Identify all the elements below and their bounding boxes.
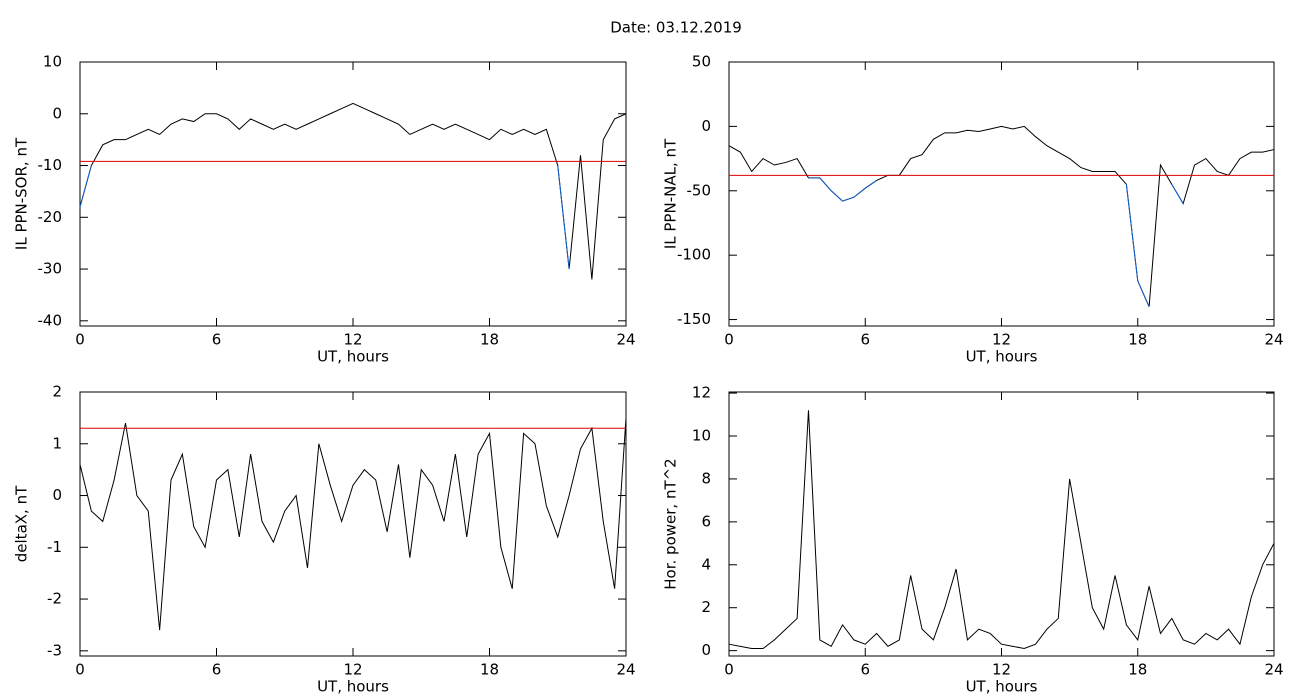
y-tick-label: 6 xyxy=(701,512,711,530)
data-line xyxy=(728,125,1275,307)
y-tick-label: 0 xyxy=(701,117,711,135)
x-tick-label: 18 xyxy=(480,661,499,679)
y-tick-label: 2 xyxy=(52,383,62,401)
x-tick-label: 12 xyxy=(992,331,1011,349)
y-tick-label: 50 xyxy=(692,53,711,71)
y-tick-label: -20 xyxy=(38,208,63,226)
y-tick-label: 4 xyxy=(701,555,711,573)
x-tick-label: 18 xyxy=(1128,661,1147,679)
x-tick-label: 24 xyxy=(616,331,635,349)
y-tick-label: 0 xyxy=(701,641,711,659)
x-tick-label: 0 xyxy=(724,331,734,349)
data-line xyxy=(79,417,627,631)
x-tick-label: 0 xyxy=(724,661,734,679)
data-line xyxy=(728,410,1275,650)
x-tick-label: 24 xyxy=(1264,331,1283,349)
figure-title: Date: 03.12.2019 xyxy=(610,19,742,37)
y-tick-label: -10 xyxy=(38,156,63,174)
data-line xyxy=(79,102,627,280)
x-tick-label: 0 xyxy=(75,661,85,679)
x-tick-label: 12 xyxy=(992,661,1011,679)
y-tick-label: -150 xyxy=(677,310,711,328)
y-tick-label: 2 xyxy=(701,598,711,616)
x-axis-label: UT, hours xyxy=(966,348,1038,366)
y-tick-label: -1 xyxy=(47,538,62,556)
y-tick-label: 12 xyxy=(692,384,711,402)
y-tick-label: -3 xyxy=(47,641,62,659)
y-tick-label: -2 xyxy=(47,590,62,608)
plot-frame xyxy=(79,61,627,327)
y-tick-label: 10 xyxy=(692,427,711,445)
y-tick-label: 0 xyxy=(52,104,62,122)
y-tick-label: 10 xyxy=(43,53,62,71)
y-tick-label: -30 xyxy=(38,260,63,278)
x-axis-label: UT, hours xyxy=(317,678,389,696)
x-tick-label: 0 xyxy=(75,331,85,349)
x-tick-label: 6 xyxy=(212,331,222,349)
x-axis-label: UT, hours xyxy=(317,348,389,366)
x-tick-label: 18 xyxy=(1128,331,1147,349)
below-threshold-line xyxy=(808,177,1184,307)
y-tick-label: -50 xyxy=(687,181,712,199)
x-tick-label: 24 xyxy=(1264,661,1283,679)
below-threshold-line xyxy=(80,166,592,280)
plot-frame xyxy=(728,61,1275,327)
y-tick-label: 0 xyxy=(52,486,62,504)
x-tick-label: 6 xyxy=(860,661,870,679)
y-tick-label: -40 xyxy=(38,311,63,329)
x-tick-label: 24 xyxy=(616,661,635,679)
plot-frame xyxy=(728,391,1275,657)
y-axis-label: deltaX, nT xyxy=(13,485,31,562)
y-axis-label: Hor. power, nT^2 xyxy=(662,458,680,589)
y-tick-label: 1 xyxy=(52,434,62,452)
x-tick-label: 6 xyxy=(860,331,870,349)
x-tick-label: 6 xyxy=(212,661,222,679)
y-tick-label: -100 xyxy=(677,246,711,264)
y-tick-label: 8 xyxy=(701,469,711,487)
x-tick-label: 12 xyxy=(343,661,362,679)
x-tick-label: 18 xyxy=(480,331,499,349)
y-axis-label: IL PPN-NAL, nT xyxy=(662,138,680,249)
plot-frame xyxy=(79,391,627,657)
x-tick-label: 12 xyxy=(343,331,362,349)
x-axis-label: UT, hours xyxy=(966,678,1038,696)
y-axis-label: IL PPN-SOR, nT xyxy=(13,137,31,250)
